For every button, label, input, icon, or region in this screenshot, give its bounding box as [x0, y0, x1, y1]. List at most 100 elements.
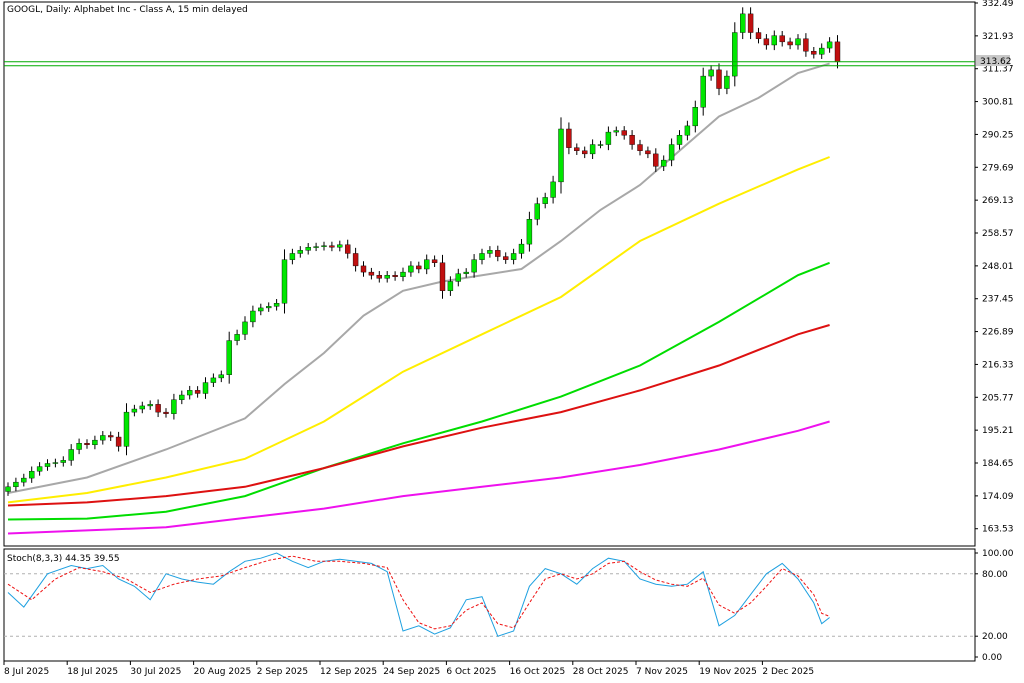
candle — [313, 242, 319, 252]
price-tick-label: 226.89 — [982, 328, 1014, 338]
candle — [621, 126, 627, 140]
candle-body-bull — [605, 131, 612, 145]
candle — [676, 130, 683, 150]
candle-body-bull — [297, 250, 303, 254]
candle-body-bear — [431, 259, 438, 263]
candle-body-bear — [763, 38, 770, 46]
candle — [787, 37, 793, 50]
ma-line-sma-150 — [7, 324, 830, 507]
candle — [542, 192, 548, 209]
candle — [186, 385, 193, 400]
candle — [226, 331, 232, 384]
candle-body-bull — [463, 271, 469, 274]
candle — [321, 241, 327, 251]
candle-body-bull — [826, 41, 833, 49]
candle-body-bull — [179, 394, 185, 400]
stoch-axis[interactable]: 100.00 80.00 20.00 0.00 — [975, 549, 1014, 663]
candle — [779, 30, 785, 47]
price-tick-label: 311.37 — [982, 65, 1014, 75]
candle-body-bull — [724, 75, 730, 89]
candle-body-bear — [755, 32, 762, 39]
candle-body-bull — [92, 439, 98, 446]
price-tick-label: 248.01 — [982, 262, 1014, 272]
candle — [471, 254, 477, 278]
candle — [439, 254, 446, 299]
time-axis[interactable]: 8 Jul 2025 18 Jul 2025 30 Jul 2025 20 Aug 2… — [3, 661, 814, 677]
time-tick-label: 16 Oct 2025 — [510, 667, 566, 677]
chart-title: GOOGL, Daily: Alphabet Inc - Class A, 15… — [7, 5, 248, 15]
candle-body-bear — [392, 275, 398, 277]
candle — [68, 444, 74, 466]
candle-body-bull — [147, 404, 153, 407]
candle-body-bull — [21, 477, 27, 483]
candle — [273, 299, 280, 311]
candle-body-bear — [779, 35, 785, 43]
candle — [740, 7, 746, 40]
candle-body-bull — [447, 281, 454, 291]
candle — [747, 7, 754, 40]
candle-body-bull — [795, 38, 801, 46]
candle-body-bull — [186, 390, 193, 396]
candle-body-bull — [589, 144, 596, 155]
candle — [692, 100, 698, 133]
candle — [771, 30, 777, 51]
candle — [202, 377, 209, 399]
candle — [400, 267, 406, 282]
candle-body-bear — [345, 244, 351, 254]
candle-body-bull — [668, 144, 675, 161]
candle — [724, 70, 730, 95]
candle — [597, 140, 604, 149]
candle-body-bear — [163, 411, 169, 414]
candle-body-bull — [313, 246, 319, 248]
candle-body-bear — [495, 250, 501, 257]
candle-body-bull — [471, 259, 477, 273]
candle — [479, 248, 485, 265]
stoch-main-line — [7, 552, 830, 637]
price-tick-label: 163.53 — [982, 525, 1014, 535]
candle-body-bull — [13, 481, 19, 488]
price-tick-label: 290.25 — [982, 130, 1014, 140]
candle-body-bull — [550, 181, 556, 198]
candle — [360, 261, 367, 277]
candle — [179, 390, 185, 405]
candle-body-bull — [226, 340, 232, 375]
candle — [416, 261, 422, 274]
candle — [36, 462, 43, 476]
candle-body-bear — [811, 50, 817, 55]
candle — [163, 408, 169, 418]
candle-body-bear — [574, 147, 580, 151]
candle — [645, 146, 651, 159]
candle-body-bear — [645, 150, 651, 155]
candle — [763, 34, 770, 50]
candle — [345, 239, 351, 259]
price-tick-label: 269.13 — [982, 196, 1014, 206]
candle — [107, 431, 114, 441]
candle — [376, 271, 382, 283]
candle — [637, 139, 643, 156]
time-tick-label: 28 Oct 2025 — [573, 667, 629, 677]
candle — [52, 458, 59, 468]
candle-body-bull — [558, 128, 564, 183]
ma-line-sma-50 — [7, 156, 830, 504]
candle — [329, 241, 335, 252]
candle — [700, 67, 706, 116]
price-axis[interactable]: 332.49 321.93 311.37 300.81 290.25 279.69 269.… — [975, 0, 1014, 535]
candle-body-bull — [44, 463, 51, 467]
candle — [463, 268, 469, 278]
candle-body-bear — [416, 265, 422, 270]
candle — [210, 373, 217, 388]
candle-body-bull — [321, 245, 327, 247]
candle — [447, 276, 454, 296]
candle — [574, 143, 580, 155]
candle — [218, 370, 225, 383]
candle-body-bear — [352, 253, 359, 267]
candle — [352, 247, 359, 272]
price-tick-label: 195.21 — [982, 426, 1014, 436]
candle — [534, 197, 540, 226]
candle-body-bear — [629, 135, 635, 145]
ma-line-sma-100 — [7, 261, 830, 521]
candle-body-bull — [708, 69, 714, 77]
stoch-tick-label: 0.00 — [982, 653, 1002, 663]
candle-body-bear — [368, 271, 375, 276]
